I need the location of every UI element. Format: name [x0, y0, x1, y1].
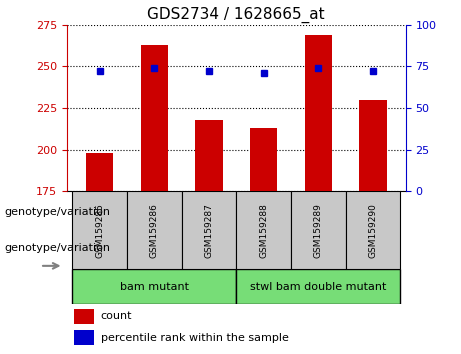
Bar — [182, 191, 236, 269]
Text: GSM159285: GSM159285 — [95, 202, 104, 258]
Bar — [250, 128, 277, 191]
Bar — [236, 269, 400, 304]
Bar — [127, 191, 182, 269]
Text: bam mutant: bam mutant — [120, 282, 189, 292]
Bar — [72, 191, 127, 269]
Bar — [195, 120, 223, 191]
Text: GSM159289: GSM159289 — [314, 202, 323, 258]
Text: stwl bam double mutant: stwl bam double mutant — [250, 282, 386, 292]
Bar — [86, 153, 113, 191]
Text: GSM159287: GSM159287 — [204, 202, 213, 258]
Text: GSM159290: GSM159290 — [368, 202, 378, 258]
Bar — [236, 191, 291, 269]
Bar — [346, 191, 400, 269]
Bar — [74, 330, 94, 345]
Bar — [359, 99, 387, 191]
Title: GDS2734 / 1628665_at: GDS2734 / 1628665_at — [148, 7, 325, 23]
Bar — [305, 35, 332, 191]
Bar — [291, 191, 346, 269]
Bar — [141, 45, 168, 191]
Text: percentile rank within the sample: percentile rank within the sample — [100, 332, 289, 343]
Bar — [72, 269, 236, 304]
Text: GSM159286: GSM159286 — [150, 202, 159, 258]
Text: GSM159288: GSM159288 — [259, 202, 268, 258]
Text: genotype/variation: genotype/variation — [5, 243, 111, 253]
Bar — [74, 309, 94, 324]
Text: genotype/variation: genotype/variation — [5, 207, 111, 217]
Text: count: count — [100, 311, 132, 321]
